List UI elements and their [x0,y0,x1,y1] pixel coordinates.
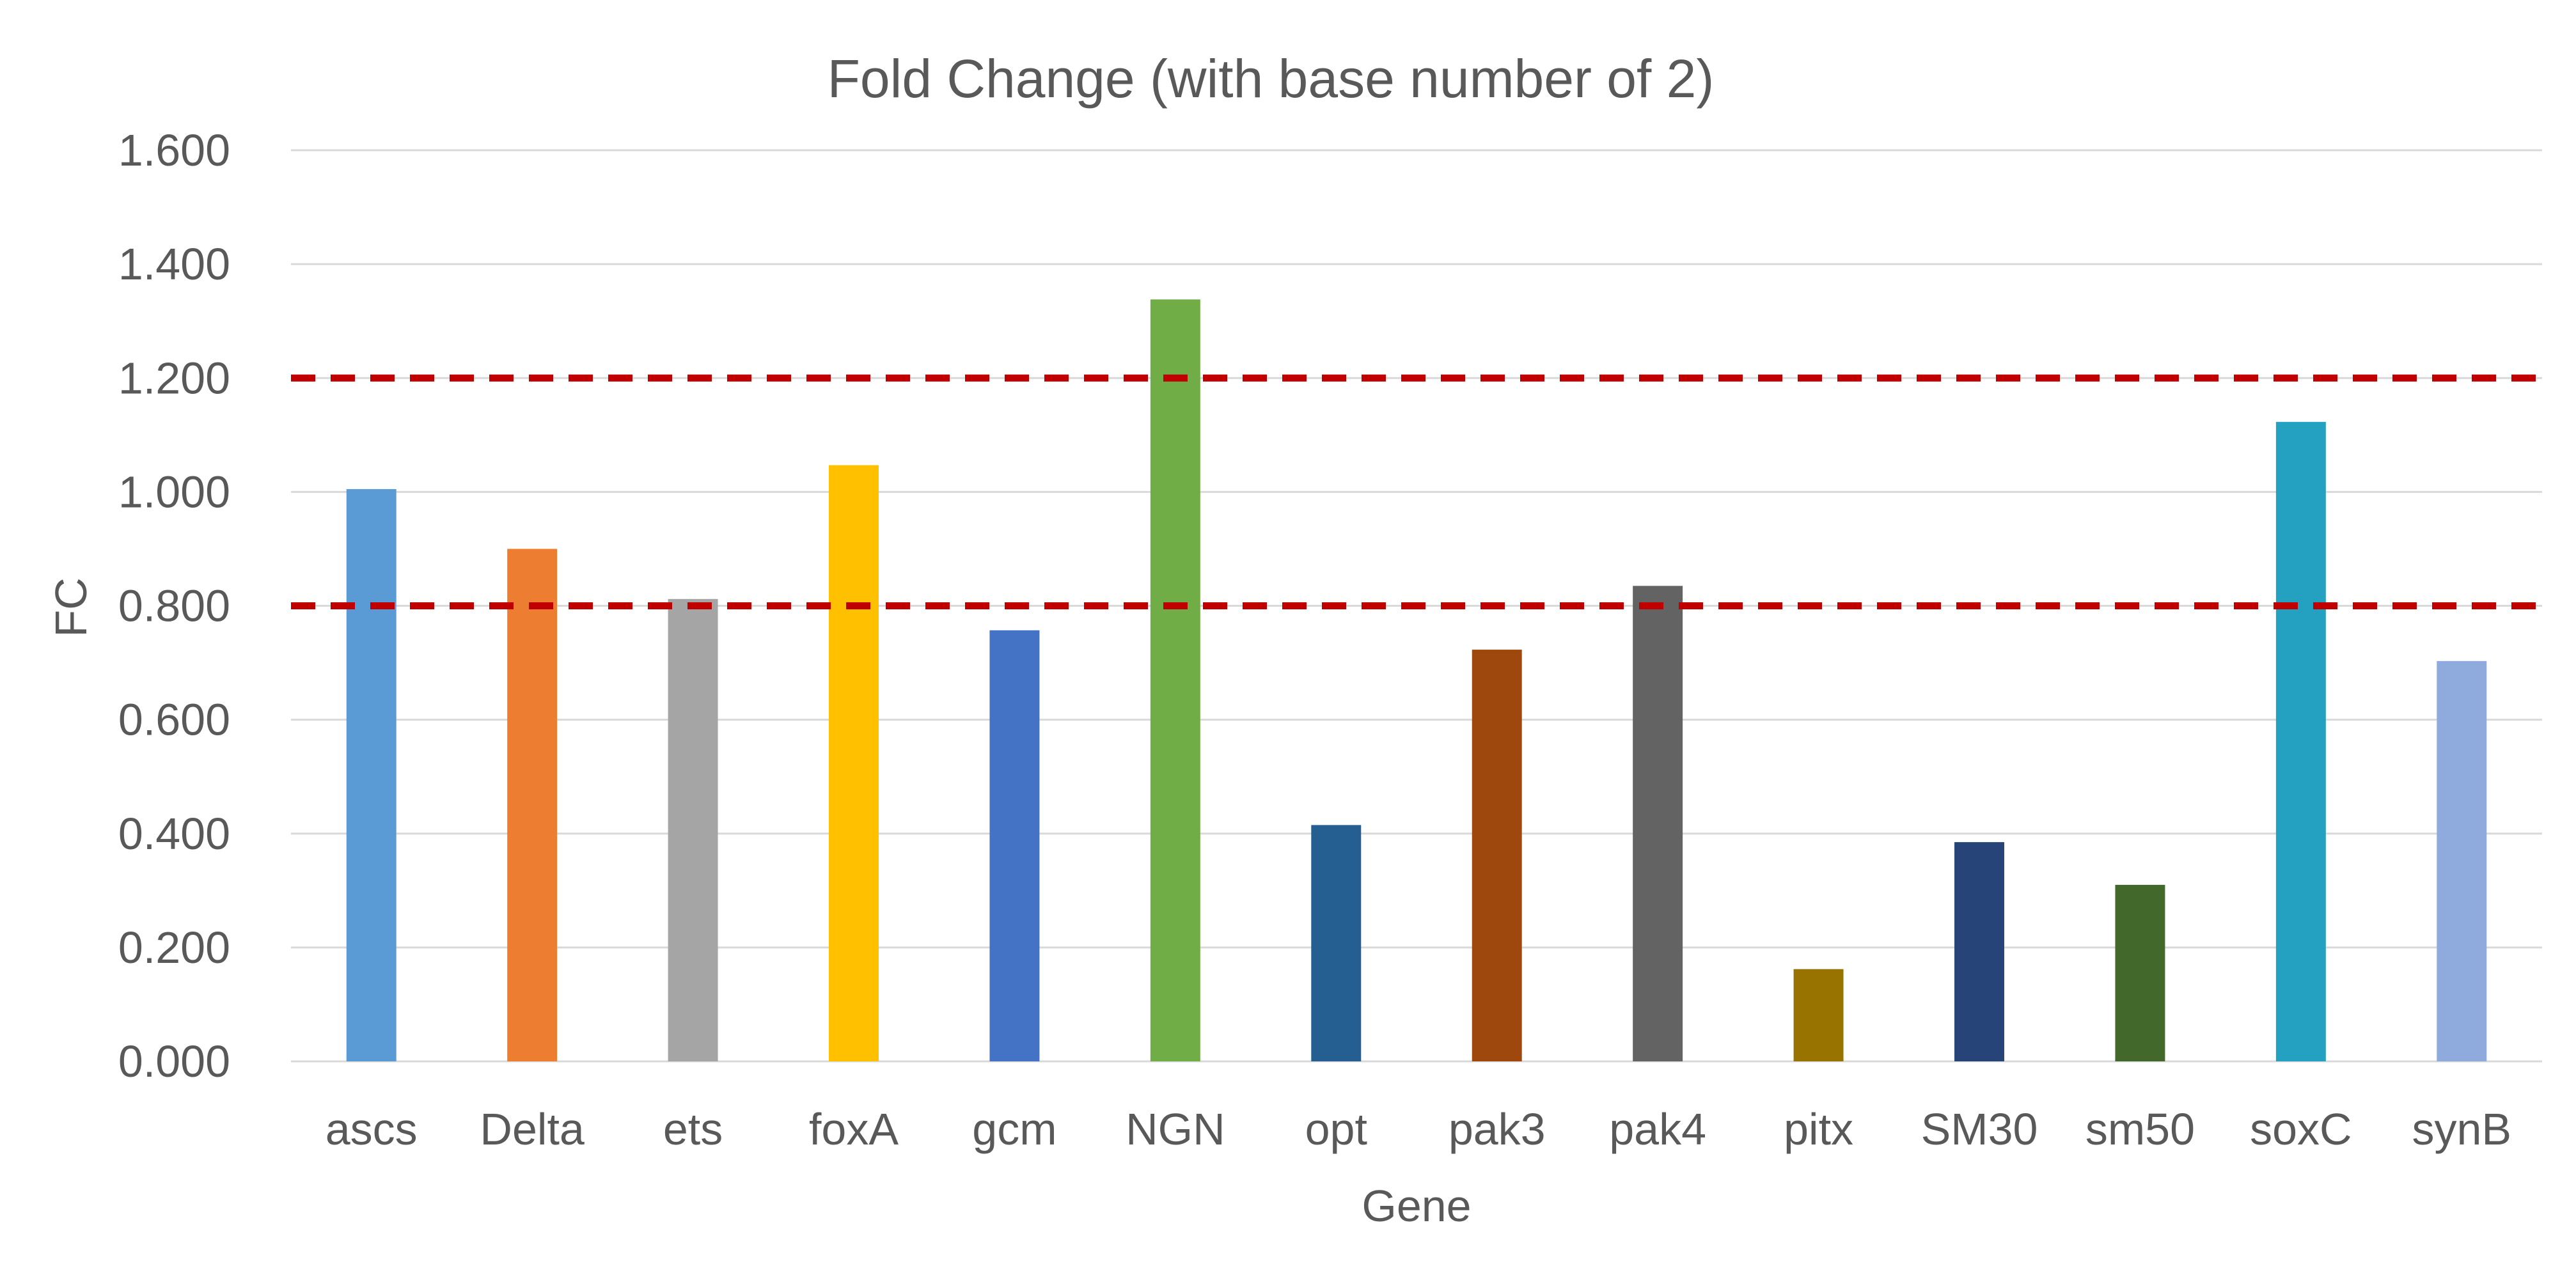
bars [346,299,2487,1061]
bar-synb [2437,660,2487,1061]
x-tick-label: pak4 [1609,1104,1706,1154]
x-axis-ticks: ascs Delta ets foxA gcm NGN opt pak3 pak4 pitx SM3… [326,1104,2511,1154]
y-tick-label: 1.200 [118,353,230,403]
bar-pak3 [1472,650,1522,1061]
x-tick-label: Delta [480,1104,584,1154]
x-tick-label: ets [663,1104,723,1154]
y-tick-label: 0.400 [118,809,230,859]
bar-gcm [989,630,1040,1061]
y-tick-label: 0.800 [118,581,230,631]
bar-delta [507,549,558,1061]
x-tick-label: opt [1305,1104,1367,1154]
x-tick-label: pak3 [1449,1104,1546,1154]
reference-lines [291,374,2542,609]
bar-ngn [1150,299,1200,1061]
x-tick-label: gcm [972,1104,1056,1154]
bar-opt [1311,825,1362,1061]
x-tick-label: soxC [2250,1104,2352,1154]
bar-ascs [346,488,397,1061]
y-tick-label: 0.000 [118,1036,230,1086]
y-axis-label: FC [46,577,96,637]
y-tick-label: 1.000 [118,467,230,517]
bar-ets [668,598,718,1061]
x-tick-label: NGN [1126,1104,1225,1154]
y-tick-label: 1.400 [118,239,230,289]
x-tick-label: pitx [1784,1104,1853,1154]
y-tick-label: 1.600 [118,125,230,175]
x-tick-label: SM30 [1921,1104,2038,1154]
x-tick-label: ascs [326,1104,418,1154]
x-tick-label: foxA [809,1104,899,1154]
bar-sm50 [2115,884,2165,1061]
bar-soxc [2275,421,2326,1061]
y-axis-ticks: 0.000 0.200 0.400 0.600 0.800 1.000 1.200 1.400… [118,125,230,1086]
bar-foxa [829,465,879,1061]
x-tick-label: synB [2412,1104,2511,1154]
x-tick-label: sm50 [2085,1104,2195,1154]
y-tick-label: 0.600 [118,695,230,745]
y-tick-label: 0.200 [118,923,230,972]
bar-sm30 [1954,842,2004,1061]
bar-pak4 [1633,586,1683,1061]
chart-title: Fold Change (with base number of 2) [828,49,1715,109]
bar-pitx [1793,969,1844,1061]
x-axis-label: Gene [1362,1181,1471,1231]
